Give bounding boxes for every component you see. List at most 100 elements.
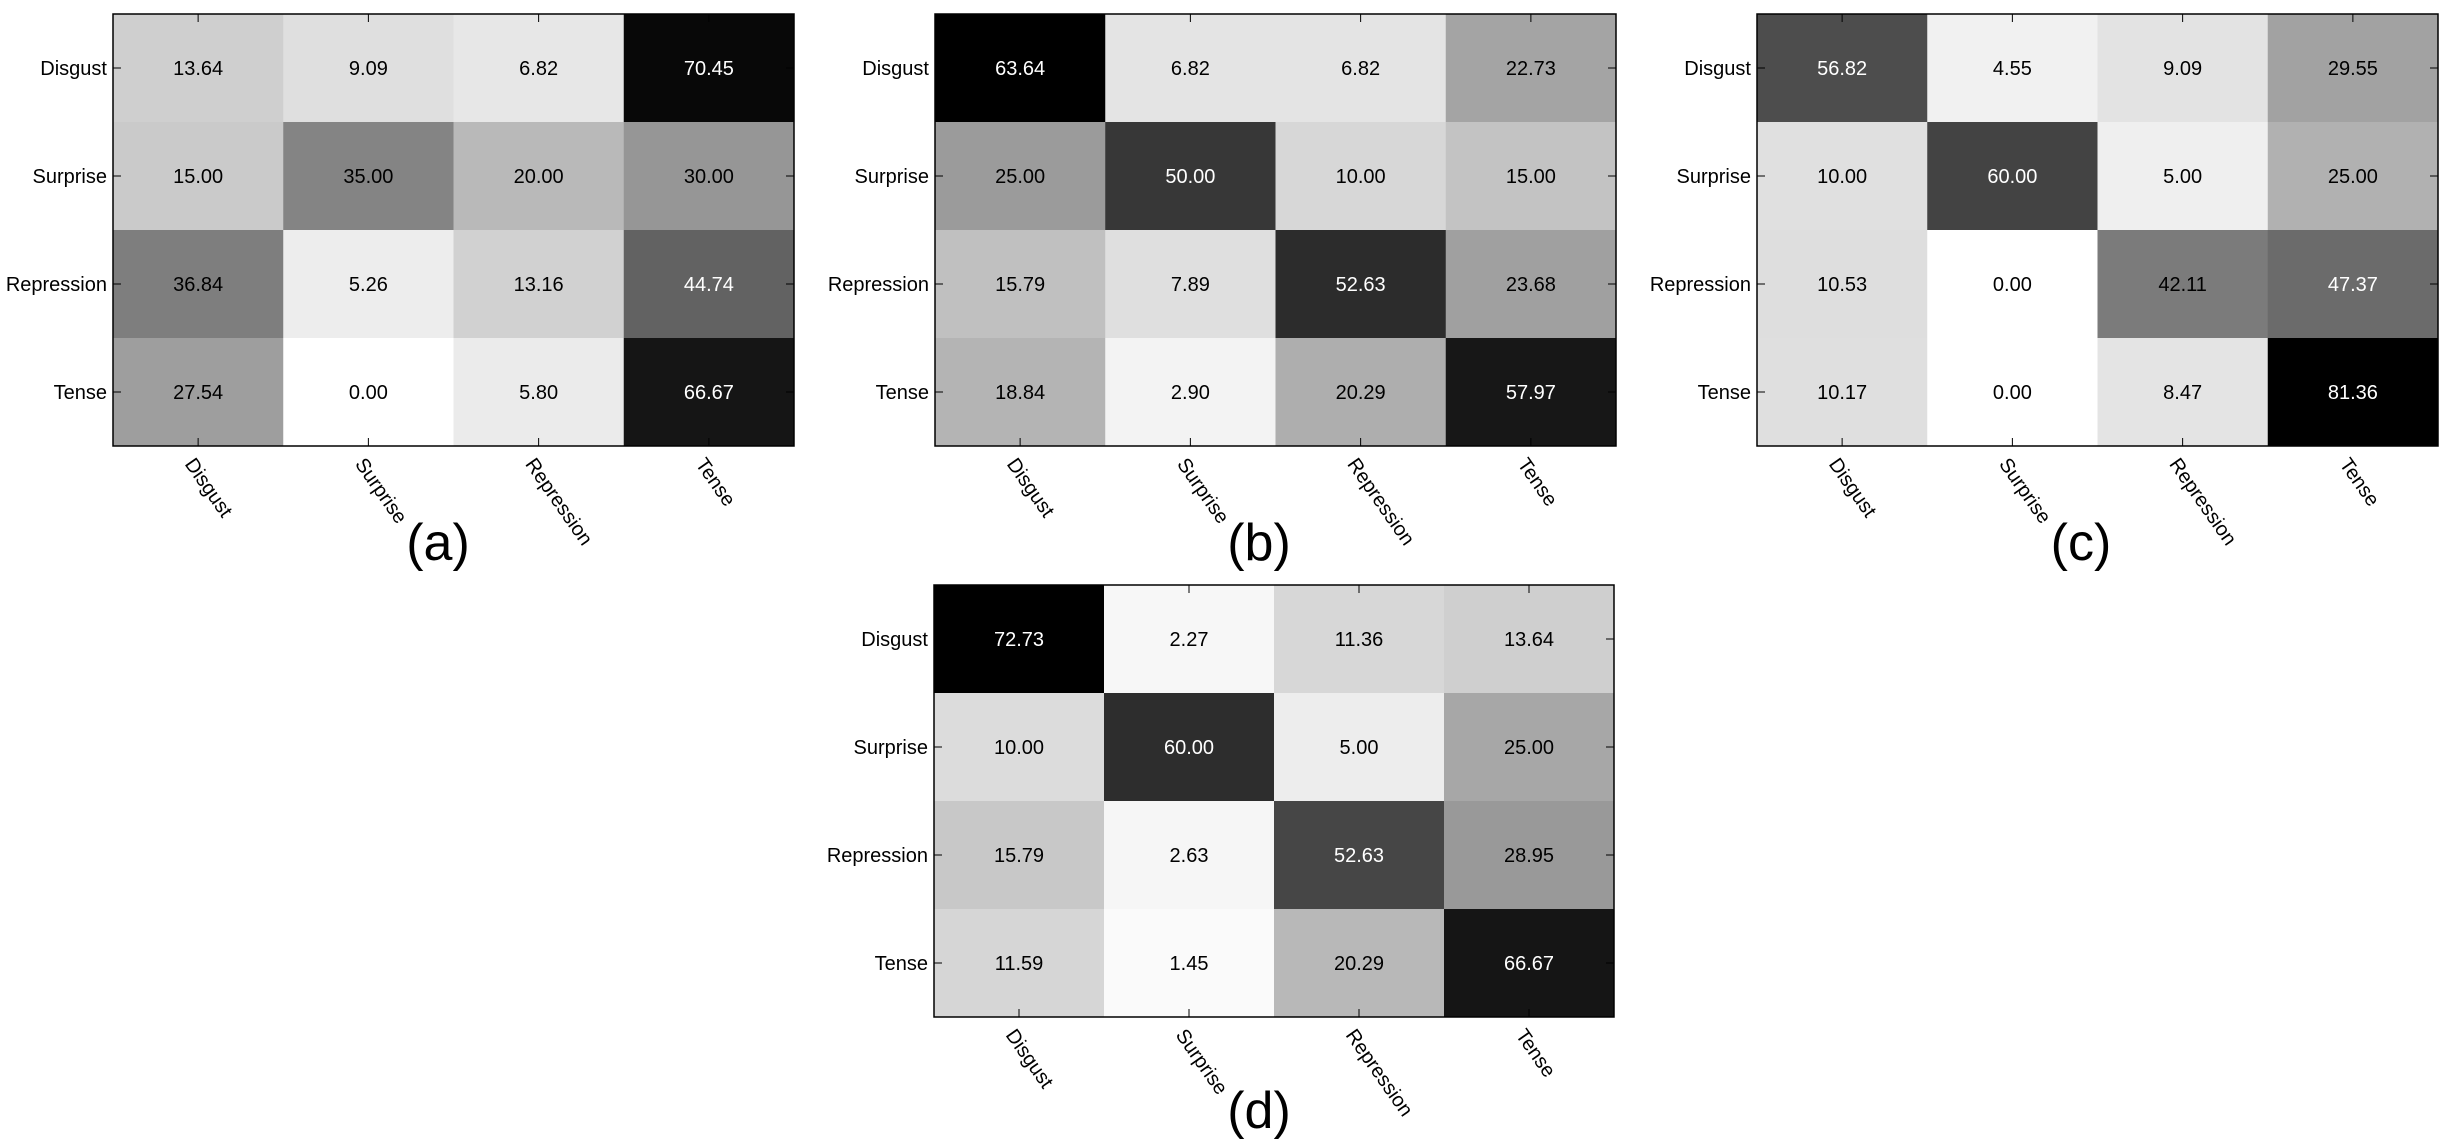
- panel-caption: (d): [1227, 1082, 1291, 1139]
- cell-value-label: 2.90: [1171, 382, 1210, 404]
- column-label: Surprise: [350, 454, 411, 528]
- heatmap-panel: 56.82 4.55 9.09 29.55 10.00 60.00 5.00 25.00 10.…: [1650, 13, 2439, 572]
- heatmap-cell: [623, 122, 795, 231]
- cell-value-label: 10.53: [1817, 274, 1867, 296]
- cell-value-label: 20.29: [1334, 953, 1384, 975]
- row-label: Tense: [54, 382, 107, 404]
- cell-value-label: 18.84: [995, 382, 1045, 404]
- heatmap-cell: [113, 230, 284, 339]
- cell-value-label: 7.89: [1171, 274, 1210, 296]
- column-label: Surprise: [1171, 1025, 1232, 1099]
- panel-caption: (b): [1227, 514, 1291, 572]
- column-label: Surprise: [1172, 454, 1233, 528]
- column-label: Surprise: [1994, 454, 2055, 528]
- cell-value-label: 6.82: [1171, 58, 1210, 80]
- cell-value-label: 5.80: [519, 382, 558, 404]
- heatmap-cell: [1105, 122, 1276, 231]
- heatmap-cell: [2267, 14, 2439, 123]
- cell-value-label: 10.17: [1817, 382, 1867, 404]
- cell-value-label: 52.63: [1334, 845, 1384, 867]
- heatmap-cell: [1927, 122, 2098, 231]
- cell-value-label: 36.84: [173, 274, 223, 296]
- heatmap-cell: [1105, 14, 1276, 123]
- cell-value-label: 0.00: [1993, 382, 2032, 404]
- column-label: Tense: [1513, 454, 1562, 510]
- cell-value-label: 10.00: [1336, 166, 1386, 188]
- heatmap-cell: [1275, 122, 1447, 231]
- column-label: Repression: [1343, 454, 1419, 549]
- heatmap-cell: [1275, 230, 1447, 339]
- cell-value-label: 57.97: [1506, 382, 1556, 404]
- cell-value-label: 23.68: [1506, 274, 1556, 296]
- cell-value-label: 15.79: [995, 274, 1045, 296]
- confusion-matrix-panels: 13.64 9.09 6.82 70.45 15.00 35.00 20.00 30.00 36…: [6, 13, 2439, 1139]
- heatmap-cell: [935, 122, 1106, 231]
- cell-value-label: 13.16: [514, 274, 564, 296]
- heatmap-cell: [1275, 14, 1447, 123]
- cell-value-label: 2.63: [1170, 845, 1209, 867]
- cell-value-label: 0.00: [1993, 274, 2032, 296]
- cell-value-label: 25.00: [995, 166, 1045, 188]
- cell-value-label: 6.82: [1341, 58, 1380, 80]
- row-label: Disgust: [40, 58, 107, 80]
- heatmap-cell: [935, 338, 1106, 447]
- plot-frame: [934, 13, 1617, 447]
- cell-value-label: 10.00: [994, 737, 1044, 759]
- heatmap-cell: [1274, 801, 1445, 910]
- heatmap-cell: [113, 338, 284, 447]
- heatmap-cell: [1927, 14, 2098, 123]
- column-label: Tense: [691, 454, 740, 510]
- cell-value-label: 13.64: [1504, 629, 1554, 651]
- cell-value-label: 9.09: [2163, 58, 2202, 80]
- heatmap-cell: [1105, 230, 1276, 339]
- heatmap-cell: [2097, 14, 2269, 123]
- column-label: Repression: [2165, 454, 2241, 549]
- heatmap-cell: [934, 585, 1105, 694]
- heatmap-cell: [623, 230, 795, 339]
- column-label: Disgust: [1824, 454, 1881, 522]
- heatmap-cell: [1105, 338, 1276, 447]
- heatmap-cell: [934, 909, 1105, 1018]
- heatmap-cell: [453, 338, 625, 447]
- heatmap-cell: [1927, 338, 2098, 447]
- heatmap-cell: [623, 14, 795, 123]
- cell-value-label: 10.00: [1817, 166, 1867, 188]
- row-label: Repression: [6, 274, 107, 296]
- heatmap-cell: [1104, 909, 1275, 1018]
- cell-value-label: 20.00: [514, 166, 564, 188]
- heatmap-cell: [1104, 801, 1275, 910]
- heatmap-cell: [1274, 909, 1445, 1018]
- cell-value-label: 5.26: [349, 274, 388, 296]
- cell-value-label: 29.55: [2328, 58, 2378, 80]
- heatmap-cell: [1757, 230, 1928, 339]
- cell-value-label: 25.00: [2328, 166, 2378, 188]
- cell-value-label: 70.45: [684, 58, 734, 80]
- heatmap-cell: [934, 693, 1105, 802]
- cell-value-label: 15.00: [173, 166, 223, 188]
- cell-value-label: 60.00: [1164, 737, 1214, 759]
- column-label: Tense: [1511, 1025, 1560, 1081]
- heatmap-cell: [1445, 14, 1617, 123]
- heatmap-panel: 13.64 9.09 6.82 70.45 15.00 35.00 20.00 30.00 36…: [6, 13, 795, 572]
- heatmap-cell: [1445, 122, 1617, 231]
- cell-value-label: 1.45: [1170, 953, 1209, 975]
- cell-value-label: 15.00: [1506, 166, 1556, 188]
- cell-value-label: 9.09: [349, 58, 388, 80]
- row-label: Disgust: [861, 629, 928, 651]
- heatmap-cell: [1445, 338, 1617, 447]
- column-label: Tense: [2335, 454, 2384, 510]
- row-label: Tense: [1698, 382, 1751, 404]
- heatmap-cell: [935, 230, 1106, 339]
- cell-value-label: 35.00: [343, 166, 393, 188]
- heatmap-cell: [1757, 122, 1928, 231]
- cell-value-label: 56.82: [1817, 58, 1867, 80]
- row-label: Tense: [876, 382, 929, 404]
- cell-value-label: 42.11: [2158, 274, 2207, 296]
- cell-value-label: 66.67: [1504, 953, 1554, 975]
- cell-value-label: 13.64: [173, 58, 223, 80]
- heatmap-cell: [1104, 693, 1275, 802]
- cell-value-label: 44.74: [684, 274, 734, 296]
- heatmap-cell: [1274, 693, 1445, 802]
- heatmap-cell: [1275, 338, 1447, 447]
